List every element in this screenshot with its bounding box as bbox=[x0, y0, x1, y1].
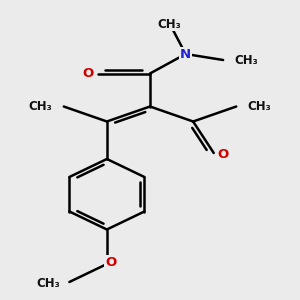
Text: N: N bbox=[180, 47, 191, 61]
Text: CH₃: CH₃ bbox=[29, 100, 52, 113]
Text: CH₃: CH₃ bbox=[234, 53, 258, 67]
Text: O: O bbox=[105, 256, 116, 269]
Text: CH₃: CH₃ bbox=[36, 277, 60, 290]
Text: CH₃: CH₃ bbox=[248, 100, 271, 113]
Text: O: O bbox=[82, 67, 94, 80]
Text: CH₃: CH₃ bbox=[157, 17, 181, 31]
Text: O: O bbox=[218, 148, 229, 161]
